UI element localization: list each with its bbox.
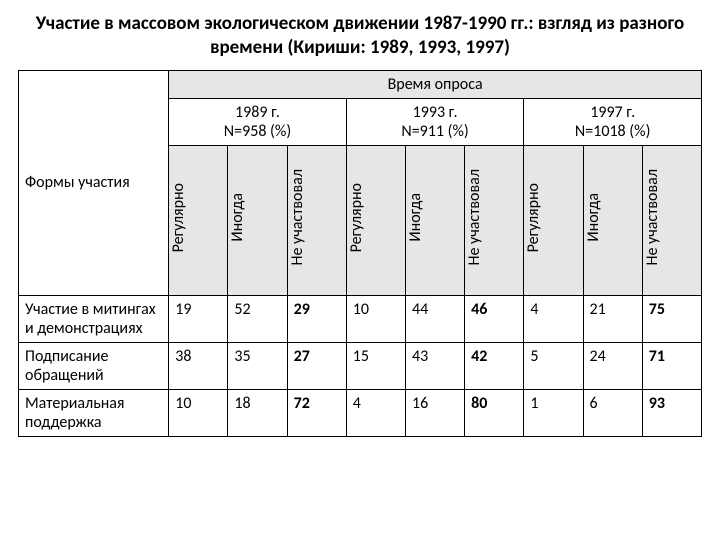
cell: 29	[287, 295, 346, 342]
cell: 19	[169, 295, 228, 342]
cell: 46	[465, 295, 524, 342]
cell: 4	[524, 295, 583, 342]
cell: 6	[583, 389, 642, 436]
table-row: Подписание обращений 38 35 27 15 43 42 5…	[19, 342, 702, 389]
subcol-0-2: Не участвовал	[287, 145, 346, 295]
row-label-2: Материальная поддержка	[19, 389, 169, 436]
cell: 43	[405, 342, 464, 389]
subcol-2-2: Не участвовал	[642, 145, 701, 295]
header-survey-time: Время опроса	[169, 70, 702, 98]
row-label-1: Подписание обращений	[19, 342, 169, 389]
cell: 5	[524, 342, 583, 389]
cell: 10	[169, 389, 228, 436]
cell: 16	[405, 389, 464, 436]
subcol-2-0: Регулярно	[524, 145, 583, 295]
cell: 1	[524, 389, 583, 436]
row-label-0: Участие в митингах и демонстрациях	[19, 295, 169, 342]
cell: 93	[642, 389, 701, 436]
subcol-0-0: Регулярно	[169, 145, 228, 295]
cell: 80	[465, 389, 524, 436]
cell: 18	[228, 389, 287, 436]
cell: 75	[642, 295, 701, 342]
table-row: Материальная поддержка 10 18 72 4 16 80 …	[19, 389, 702, 436]
subcol-0-1: Иногда	[228, 145, 287, 295]
header-year-1: 1993 г. N=911 (%)	[346, 98, 524, 145]
cell: 35	[228, 342, 287, 389]
page-title: Участие в массовом экологическом движени…	[18, 12, 702, 60]
cell: 24	[583, 342, 642, 389]
cell: 15	[346, 342, 405, 389]
cell: 38	[169, 342, 228, 389]
subcol-2-1: Иногда	[583, 145, 642, 295]
cell: 71	[642, 342, 701, 389]
data-table: Формы участия Время опроса 1989 г. N=958…	[18, 70, 702, 437]
header-year-0: 1989 г. N=958 (%)	[169, 98, 347, 145]
cell: 21	[583, 295, 642, 342]
cell: 10	[346, 295, 405, 342]
header-year-2: 1997 г. N=1018 (%)	[524, 98, 702, 145]
subcol-1-1: Иногда	[405, 145, 464, 295]
cell: 72	[287, 389, 346, 436]
cell: 42	[465, 342, 524, 389]
cell: 52	[228, 295, 287, 342]
header-forms: Формы участия	[19, 70, 169, 295]
subcol-1-2: Не участвовал	[465, 145, 524, 295]
table-row: Участие в митингах и демонстрациях 19 52…	[19, 295, 702, 342]
subcol-1-0: Регулярно	[346, 145, 405, 295]
cell: 44	[405, 295, 464, 342]
cell: 27	[287, 342, 346, 389]
cell: 4	[346, 389, 405, 436]
